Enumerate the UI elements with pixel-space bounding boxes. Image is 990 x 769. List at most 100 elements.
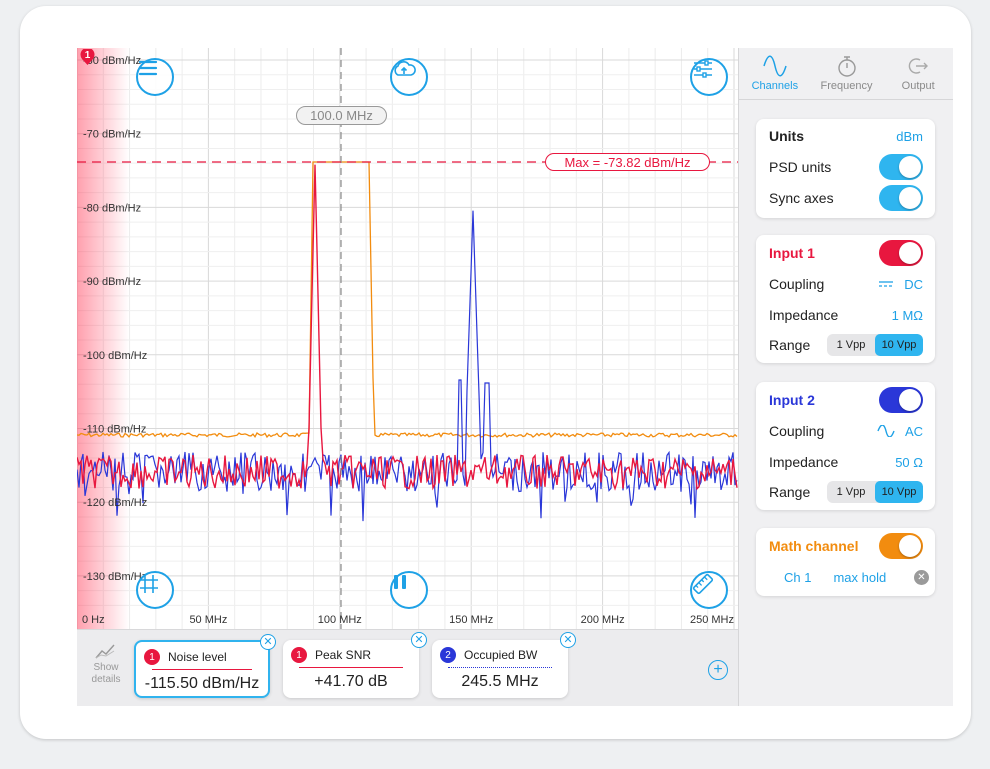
measurement-label: Noise level <box>168 650 227 664</box>
units-title: Units <box>769 128 804 144</box>
impedance-label: Impedance <box>769 307 839 323</box>
input2-range-row: Range 1 Vpp 10 Vpp <box>769 481 923 503</box>
units-value: dBm <box>896 128 923 144</box>
math-operation[interactable]: max hold <box>833 569 887 585</box>
input2-impedance-row[interactable]: Impedance 50 Ω <box>769 451 923 473</box>
input2-coupling-row[interactable]: Coupling AC <box>769 420 923 442</box>
sync-axes-label: Sync axes <box>769 190 834 206</box>
sync-axes-toggle[interactable] <box>879 185 923 211</box>
input1-header: Input 1 <box>769 240 923 266</box>
spectrum-svg[interactable]: -60 dBm/Hz -70 dBm/Hz -80 dBm/Hz -90 dBm/Hz… <box>77 48 738 629</box>
measurement-card-peak-snr[interactable]: 1 Peak SNR +41.70 dB ✕ <box>283 632 427 698</box>
math-toggle[interactable] <box>879 533 923 559</box>
side-panel: Channels Frequency Output Units dBm <box>738 48 953 706</box>
measure-button[interactable] <box>690 571 728 609</box>
tab-label: Channels <box>751 80 799 92</box>
input1-coupling-row[interactable]: Coupling DC <box>769 273 923 295</box>
measurement-card-occupied-bw[interactable]: 2 Occupied BW 245.5 MHz ✕ <box>432 632 576 698</box>
input1-toggle[interactable] <box>879 240 923 266</box>
measurement-label: Peak SNR <box>315 648 372 662</box>
grid-button[interactable] <box>136 571 174 609</box>
off-screen-indicator <box>77 48 129 629</box>
y-tick-label: -70 dBm/Hz <box>83 129 141 141</box>
psd-units-toggle[interactable] <box>879 154 923 180</box>
units-card: Units dBm PSD units Sync axes <box>756 119 935 218</box>
cursor-frequency-label[interactable]: 100.0 MHz <box>296 106 387 125</box>
input1-range-selector: 1 Vpp 10 Vpp <box>827 334 923 356</box>
ac-icon <box>877 425 895 437</box>
tab-output[interactable]: Output <box>882 48 953 99</box>
impedance-value: 1 MΩ <box>891 307 923 323</box>
input1-range-row: Range 1 Vpp 10 Vpp <box>769 334 923 356</box>
max-value-label[interactable]: Max = -73.82 dBm/Hz <box>545 153 710 171</box>
measurement-card-noise-level[interactable]: 1 Noise level -115.50 dBm/Hz ✕ <box>134 634 276 698</box>
math-channel-card: Math channel Ch 1 max hold ✕ <box>756 528 935 596</box>
ruler-icon <box>692 573 714 595</box>
cloud-upload-button[interactable] <box>390 58 428 96</box>
measurement-value: -115.50 dBm/Hz <box>144 675 260 692</box>
plot-traces <box>77 161 738 522</box>
tab-channels[interactable]: Channels <box>739 48 811 99</box>
psd-units-label: PSD units <box>769 159 832 175</box>
math-title: Math channel <box>769 538 859 554</box>
y-tick-label: -110 dBm/Hz <box>83 424 146 436</box>
tab-label: Output <box>901 80 935 92</box>
input2-toggle[interactable] <box>879 387 923 413</box>
sliders-icon <box>694 60 712 78</box>
input1-title: Input 1 <box>769 245 815 261</box>
menu-button[interactable] <box>136 58 174 96</box>
range-label: Range <box>769 484 811 500</box>
side-tabs: Channels Frequency Output <box>739 48 953 100</box>
add-measurement-icon[interactable]: + <box>708 660 728 680</box>
close-icon[interactable]: ✕ <box>260 634 276 650</box>
coupling-value: DC <box>904 276 923 292</box>
sine-wave-icon <box>763 55 787 77</box>
channel-badge: 1 <box>144 649 160 665</box>
input1-impedance-row[interactable]: Impedance 1 MΩ <box>769 304 923 326</box>
device-frame: -60 dBm/Hz -70 dBm/Hz -80 dBm/Hz -90 dBm/Hz… <box>20 6 971 739</box>
y-tick-label: -90 dBm/Hz <box>83 276 141 288</box>
channel-badge: 1 <box>291 647 307 663</box>
x-tick-label: 150 MHz <box>449 614 493 626</box>
pause-icon <box>394 575 406 589</box>
range-label: Range <box>769 337 811 353</box>
coupling-label: Coupling <box>769 423 825 439</box>
y-tick-label: -60 dBm/Hz <box>83 55 141 67</box>
range-option-1vpp[interactable]: 1 Vpp <box>836 339 866 351</box>
range-option-10vpp[interactable]: 10 Vpp <box>875 481 923 503</box>
math-trace <box>77 161 738 439</box>
grid-icon <box>140 575 158 593</box>
sync-axes-row: Sync axes <box>769 185 923 211</box>
show-details-button[interactable]: Show details <box>85 642 127 686</box>
y-tick-label: -80 dBm/Hz <box>83 202 141 214</box>
spectrum-plot[interactable]: -60 dBm/Hz -70 dBm/Hz -80 dBm/Hz -90 dBm/Hz… <box>77 48 738 629</box>
close-icon[interactable]: ✕ <box>560 632 576 648</box>
input1-card: Input 1 Coupling DC Impedance 1 MΩ Range… <box>756 235 935 363</box>
math-expression-row: Ch 1 max hold ✕ <box>756 566 935 588</box>
units-row[interactable]: Units dBm <box>769 125 923 147</box>
channel-badge: 2 <box>440 647 456 663</box>
dc-icon <box>879 281 894 287</box>
settings-button[interactable] <box>690 58 728 96</box>
clear-icon[interactable]: ✕ <box>914 569 929 585</box>
axis-labels: -60 dBm/Hz -70 dBm/Hz -80 dBm/Hz -90 dBm/Hz… <box>82 55 734 626</box>
x-tick-label: 50 MHz <box>189 614 227 626</box>
tab-label: Frequency <box>820 80 873 92</box>
trace-indicator-line <box>152 669 252 670</box>
y-tick-label: -100 dBm/Hz <box>83 350 147 362</box>
math-source[interactable]: Ch 1 <box>784 569 812 585</box>
x-tick-label: 250 MHz <box>690 614 734 626</box>
x-tick-label: 0 Hz <box>82 614 105 626</box>
y-tick-label: -130 dBm/Hz <box>83 571 147 583</box>
pause-button[interactable] <box>390 571 428 609</box>
close-icon[interactable]: ✕ <box>411 632 427 648</box>
marker-badge[interactable]: 1 <box>79 49 96 66</box>
range-option-10vpp[interactable]: 10 Vpp <box>875 334 923 356</box>
tab-frequency[interactable]: Frequency <box>811 48 883 99</box>
show-details-label: Show details <box>91 662 121 685</box>
measurement-header: 2 Occupied BW <box>440 647 560 663</box>
measurement-value: 245.5 MHz <box>461 673 539 690</box>
range-option-1vpp[interactable]: 1 Vpp <box>836 486 866 498</box>
menu-icon <box>138 60 158 76</box>
x-tick-label: 100 MHz <box>318 614 362 626</box>
